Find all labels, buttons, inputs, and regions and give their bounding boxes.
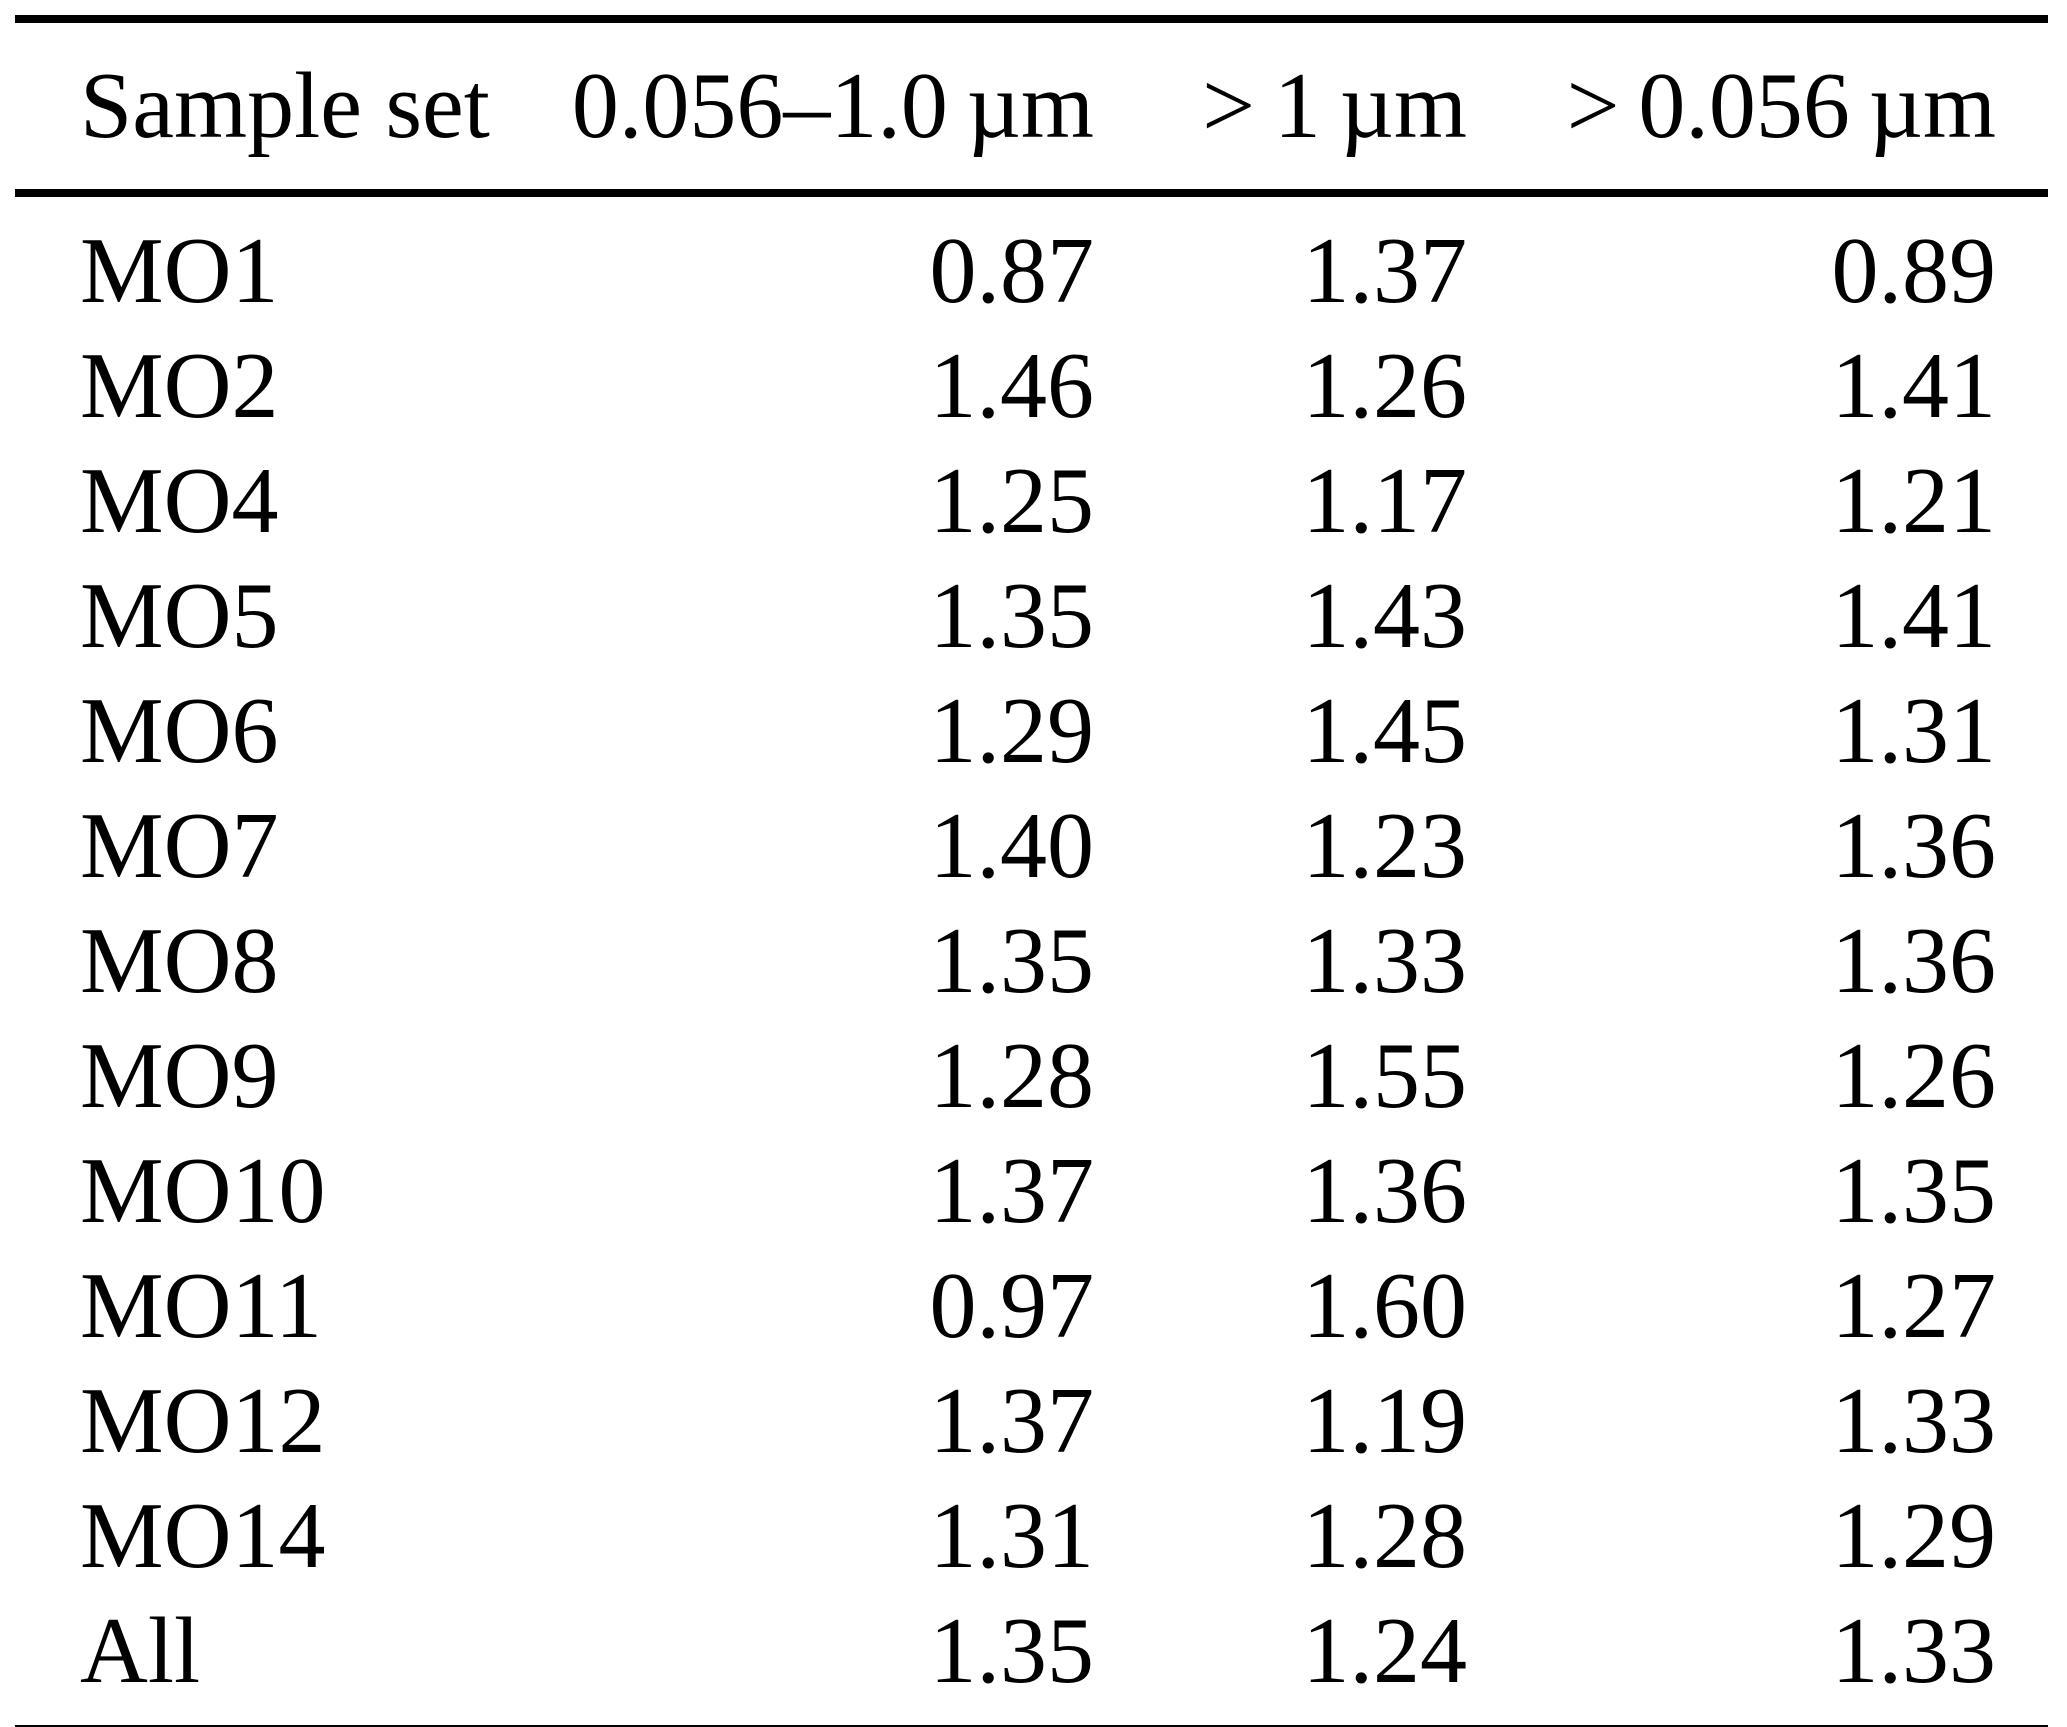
- cell-value: 1.25: [929, 449, 1095, 553]
- cell-value: 1.60: [1302, 1254, 1468, 1358]
- row-label: MO1: [80, 219, 279, 323]
- row-label: MO11: [80, 1254, 322, 1358]
- cell-value: 1.45: [1302, 679, 1468, 783]
- table-row: MO1 0.87 1.37 0.89: [15, 193, 2048, 329]
- row-label: MO10: [80, 1139, 326, 1243]
- table-header-row: Sample set 0.056–1.0 µm > 1 µm > 0.056 µ…: [15, 19, 2048, 197]
- row-label: MO5: [80, 564, 279, 668]
- cell-value: 1.33: [1831, 1599, 1997, 1703]
- cell-value: 1.35: [929, 909, 1095, 1013]
- cell-value: 1.33: [1302, 909, 1468, 1013]
- table-row: MO6 1.29 1.45 1.31: [15, 674, 2048, 789]
- table-row: MO14 1.31 1.28 1.29: [15, 1479, 2048, 1594]
- cell-value: 1.28: [929, 1024, 1095, 1128]
- table-row: MO7 1.40 1.23 1.36: [15, 789, 2048, 904]
- row-label: MO8: [80, 909, 279, 1013]
- cell-value: 1.33: [1831, 1369, 1997, 1473]
- cell-value: 1.29: [1831, 1484, 1997, 1588]
- cell-value: 1.35: [929, 564, 1095, 668]
- cell-value: 1.40: [929, 794, 1095, 898]
- cell-value: 1.27: [1831, 1254, 1997, 1358]
- cell-value: 1.37: [929, 1369, 1095, 1473]
- table-row: MO8 1.35 1.33 1.36: [15, 904, 2048, 1019]
- table-header: Sample set 0.056–1.0 µm > 1 µm > 0.056 µ…: [15, 19, 2048, 197]
- cell-value: 1.17: [1302, 449, 1468, 553]
- table-row: MO9 1.28 1.55 1.26: [15, 1019, 2048, 1134]
- row-label: MO2: [80, 334, 279, 438]
- row-label: MO12: [80, 1369, 326, 1473]
- row-label: MO6: [80, 679, 279, 783]
- cell-value: 1.28: [1302, 1484, 1468, 1588]
- row-label: MO9: [80, 1024, 279, 1128]
- cell-value: 1.19: [1302, 1369, 1468, 1473]
- cell-value: 0.97: [929, 1254, 1095, 1358]
- header-sample-set: Sample set: [15, 19, 515, 197]
- cell-value: 1.55: [1302, 1024, 1468, 1128]
- cell-value: 1.35: [929, 1599, 1095, 1703]
- cell-value: 1.31: [929, 1484, 1095, 1588]
- cell-value: 1.24: [1302, 1599, 1468, 1703]
- table-row: MO5 1.35 1.43 1.41: [15, 559, 2048, 674]
- cell-value: 1.31: [1831, 679, 1997, 783]
- cell-value: 0.89: [1831, 219, 1997, 323]
- table-body: MO1 0.87 1.37 0.89 MO2 1.46 1.26 1.41 MO4 1.25 1.1…: [15, 193, 2048, 1727]
- table-row: MO4 1.25 1.17 1.21: [15, 444, 2048, 559]
- cell-value: 1.36: [1302, 1139, 1468, 1243]
- cell-value: 1.41: [1831, 564, 1997, 668]
- cell-value: 1.37: [1302, 219, 1468, 323]
- cell-value: 1.36: [1831, 794, 1997, 898]
- cell-value: 1.43: [1302, 564, 1468, 668]
- cell-value: 1.21: [1831, 449, 1997, 553]
- header-gt-1um: > 1 µm: [1095, 19, 1468, 197]
- row-label: MO14: [80, 1484, 326, 1588]
- header-range-0056-10um: 0.056–1.0 µm: [515, 19, 1095, 197]
- sample-set-table: Sample set 0.056–1.0 µm > 1 µm > 0.056 µ…: [15, 15, 2048, 1727]
- row-label: MO4: [80, 449, 279, 553]
- cell-value: 1.26: [1831, 1024, 1997, 1128]
- cell-value: 1.37: [929, 1139, 1095, 1243]
- table-row: MO2 1.46 1.26 1.41: [15, 329, 2048, 444]
- table-row: MO10 1.37 1.36 1.35: [15, 1134, 2048, 1249]
- table-row: All 1.35 1.24 1.33: [15, 1594, 2048, 1727]
- cell-value: 1.35: [1831, 1139, 1997, 1243]
- row-label: All: [80, 1599, 201, 1703]
- cell-value: 1.41: [1831, 334, 1997, 438]
- cell-value: 1.46: [929, 334, 1095, 438]
- header-gt-0056um: > 0.056 µm: [1468, 19, 2048, 197]
- cell-value: 0.87: [929, 219, 1095, 323]
- table-row: MO12 1.37 1.19 1.33: [15, 1364, 2048, 1479]
- cell-value: 1.26: [1302, 334, 1468, 438]
- cell-value: 1.36: [1831, 909, 1997, 1013]
- cell-value: 1.23: [1302, 794, 1468, 898]
- table-row: MO11 0.97 1.60 1.27: [15, 1249, 2048, 1364]
- row-label: MO7: [80, 794, 279, 898]
- cell-value: 1.29: [929, 679, 1095, 783]
